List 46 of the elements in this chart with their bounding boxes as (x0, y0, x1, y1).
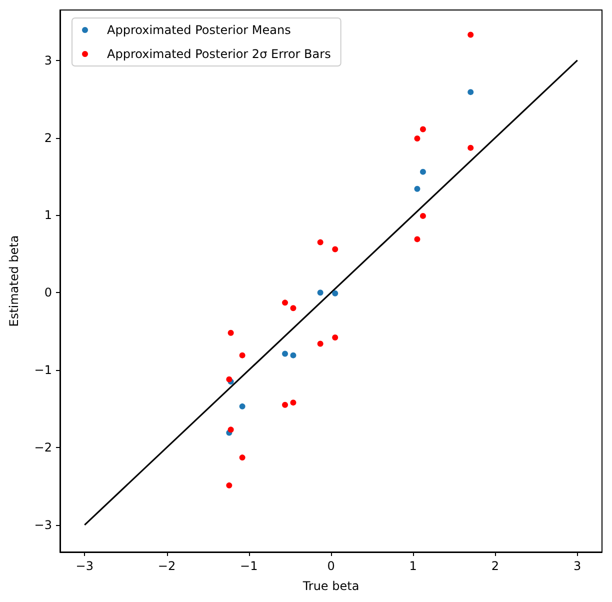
point (332, 246, 338, 252)
point (414, 186, 420, 192)
point (290, 305, 296, 312)
point (468, 144, 474, 151)
point (317, 290, 324, 296)
point (317, 340, 324, 347)
point (290, 352, 296, 358)
y-tick-label: −2 (34, 440, 52, 454)
x-axis-title: True beta (302, 579, 360, 593)
point (420, 212, 426, 219)
x-tick-label: −3 (76, 559, 94, 573)
point (290, 400, 296, 406)
point (414, 236, 420, 242)
point (332, 334, 338, 341)
y-tick-label: −3 (34, 518, 52, 532)
y-tick-label: 1 (44, 208, 52, 222)
legend-label: Approximated Posterior 2σ Error Bars (107, 47, 331, 61)
point (282, 402, 288, 408)
y-tick-label: 0 (44, 286, 52, 300)
point (414, 136, 420, 142)
point (226, 482, 232, 488)
y-tick-label: 3 (44, 53, 52, 68)
point (239, 454, 246, 461)
x-tick-label: −1 (240, 559, 258, 573)
point (468, 32, 474, 38)
x-tick-label: 3 (574, 559, 582, 573)
point (239, 352, 246, 358)
point (228, 426, 234, 433)
x-tick-label: −2 (158, 559, 176, 573)
point (282, 300, 288, 306)
y-tick-label: −1 (34, 363, 52, 378)
y-tick-label: 2 (44, 130, 52, 145)
point (332, 290, 338, 296)
point (317, 239, 324, 246)
x-tick-label: 1 (409, 559, 417, 573)
point (228, 330, 234, 336)
x-tick-label: 0 (327, 559, 335, 573)
point (468, 89, 474, 96)
legend-label: Approximated Posterior Means (107, 23, 291, 37)
point (226, 376, 232, 382)
y-axis-title: Estimated beta (7, 235, 21, 327)
x-tick-label: 2 (491, 559, 500, 573)
point (420, 168, 426, 175)
point (239, 403, 246, 410)
point (282, 350, 288, 357)
point (420, 126, 426, 132)
